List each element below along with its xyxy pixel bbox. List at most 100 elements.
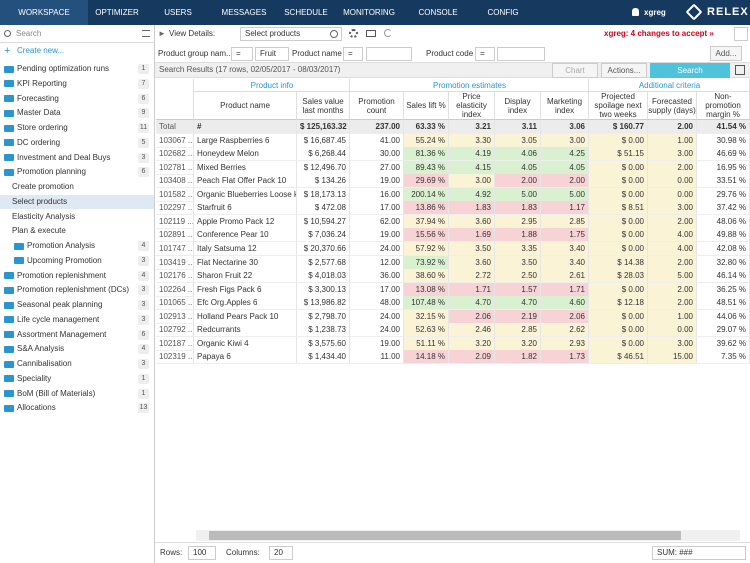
value-cell: 5.00	[541, 188, 589, 202]
refresh-icon[interactable]	[384, 29, 392, 37]
expand-icon[interactable]	[735, 65, 745, 75]
column-header[interactable]: Display index	[495, 92, 541, 120]
columns-select[interactable]: 20	[269, 546, 293, 560]
nav-item[interactable]: Promotion Analysis	[27, 239, 95, 253]
nav-item[interactable]: Elasticity Analysis	[12, 210, 75, 224]
filter-value[interactable]	[366, 47, 412, 61]
value-cell: 4.70	[449, 296, 495, 310]
nav-item[interactable]: S&A Analysis	[17, 342, 64, 356]
name-cell: Apple Promo Pack 12	[194, 215, 297, 229]
nav-tab[interactable]: OPTIMIZER	[88, 0, 146, 25]
folder-icon	[4, 302, 14, 309]
folder-icon	[4, 287, 14, 294]
nav-tab[interactable]: SCHEDULE	[278, 0, 334, 25]
notice-dropdown[interactable]	[734, 27, 748, 41]
folder-icon	[4, 390, 14, 397]
view-select[interactable]: Select products	[240, 27, 342, 41]
item-count: 5	[138, 138, 149, 148]
nav-item[interactable]: Seasonal peak planning	[17, 298, 102, 312]
column-header[interactable]: Price elasticity index	[449, 92, 495, 120]
column-header[interactable]: Promotion count	[350, 92, 404, 120]
nav-item[interactable]: Assortment Management	[17, 328, 106, 342]
nav-item[interactable]: Cannibalisation	[17, 357, 72, 371]
name-cell: Fresh Figs Pack 6	[194, 283, 297, 297]
filter-value[interactable]: Fruit	[255, 47, 289, 61]
nav-item[interactable]: Promotion replenishment	[17, 269, 106, 283]
add-button[interactable]: Add...	[710, 46, 742, 61]
id-cell: 102176 ...	[156, 269, 194, 283]
actions-button[interactable]: Actions...	[601, 63, 647, 78]
nav-item[interactable]: Life cycle management	[17, 313, 99, 327]
globe-icon[interactable]	[330, 30, 338, 38]
search-button[interactable]: Search	[650, 63, 730, 78]
nav-tab[interactable]: CONSOLE	[404, 0, 472, 25]
rows-label: Rows:	[160, 546, 182, 560]
settings-icon[interactable]	[349, 29, 358, 38]
filter-op[interactable]: =	[475, 47, 495, 61]
nav-tab[interactable]: MONITORING	[334, 0, 404, 25]
id-cell: 102319 ...	[156, 350, 194, 364]
value-cell: 1.71	[449, 283, 495, 297]
value-cell: 46.14 %	[697, 269, 750, 283]
nav-item[interactable]: KPI Reporting	[17, 77, 67, 91]
nav-item[interactable]: Plan & execute	[12, 224, 66, 238]
value-cell: 2.72	[449, 269, 495, 283]
column-header[interactable]: Forecasted supply (days)	[648, 92, 697, 120]
column-header[interactable]: Product name	[194, 92, 297, 120]
nav-item[interactable]: Store ordering	[17, 121, 68, 135]
user-name[interactable]: xgreg	[644, 0, 666, 25]
notice[interactable]: xgreg: 4 changes to accept »	[604, 27, 714, 41]
sum-select[interactable]: SUM: ###	[652, 546, 746, 560]
nav-item[interactable]: Upcoming Promotion	[27, 254, 102, 268]
nav-item[interactable]: Select products	[12, 195, 67, 209]
nav-item[interactable]: DC ordering	[17, 136, 60, 150]
value-cell: $ 0.00	[589, 228, 648, 242]
nav-tab[interactable]: USERS	[146, 0, 210, 25]
create-plus: +	[4, 43, 10, 59]
rows-select[interactable]: 100	[188, 546, 216, 560]
nav-item[interactable]: Pending optimization runs	[17, 62, 109, 76]
column-header[interactable]: Sales value last months	[297, 92, 350, 120]
filter-icon[interactable]	[142, 30, 150, 37]
item-count: 6	[138, 330, 149, 340]
logo: RELEX	[707, 0, 749, 25]
nav-item[interactable]: Master Data	[17, 106, 61, 120]
id-cell: Total	[156, 120, 194, 134]
column-header[interactable]: Non-promotion margin %	[697, 92, 750, 120]
screen-icon[interactable]	[366, 30, 376, 37]
nav-item[interactable]: Speciality	[17, 372, 51, 386]
nav-tab[interactable]: CONFIG	[472, 0, 534, 25]
column-header[interactable]: Sales lift %	[404, 92, 449, 120]
item-count: 3	[138, 359, 149, 369]
value-cell: 51.11 %	[404, 337, 449, 351]
value-cell: 1.83	[495, 201, 541, 215]
value-cell: 37.42 %	[697, 201, 750, 215]
nav-item[interactable]: Create promotion	[12, 180, 74, 194]
value-cell: $ 13,986.82	[297, 296, 350, 310]
value-cell: 2.00	[648, 256, 697, 270]
column-header[interactable]: Marketing index	[541, 92, 589, 120]
value-cell: 237.00	[350, 120, 404, 134]
create-new[interactable]: Create new...	[17, 43, 64, 59]
filter-op[interactable]: =	[343, 47, 363, 61]
item-count: 1	[138, 374, 149, 384]
nav-tab[interactable]: WORKSPACE	[0, 0, 88, 25]
nav-item[interactable]: Investment and Deal Buys	[17, 151, 110, 165]
nav-item[interactable]: Promotion replenishment (DCs)	[17, 283, 129, 297]
item-count: 1	[138, 64, 149, 74]
column-header[interactable]: Projected spoilage next two weeks	[589, 92, 648, 120]
filter-op[interactable]: =	[231, 47, 253, 61]
filter-value[interactable]	[497, 47, 545, 61]
nav-item[interactable]: Allocations	[17, 401, 56, 415]
value-cell: 37.94 %	[404, 215, 449, 229]
name-cell: Starfruit 6	[194, 201, 297, 215]
value-cell: 3.50	[449, 242, 495, 256]
nav-tab[interactable]: MESSAGES	[210, 0, 278, 25]
scroll-thumb[interactable]	[209, 531, 681, 540]
nav-item[interactable]: BoM (Bill of Materials)	[17, 387, 95, 401]
nav-item[interactable]: Promotion planning	[17, 165, 86, 179]
value-cell: 52.63 %	[404, 323, 449, 337]
id-cell: 102792 ...	[156, 323, 194, 337]
chart-button[interactable]: Chart	[552, 63, 598, 78]
nav-item[interactable]: Forecasting	[17, 92, 59, 106]
